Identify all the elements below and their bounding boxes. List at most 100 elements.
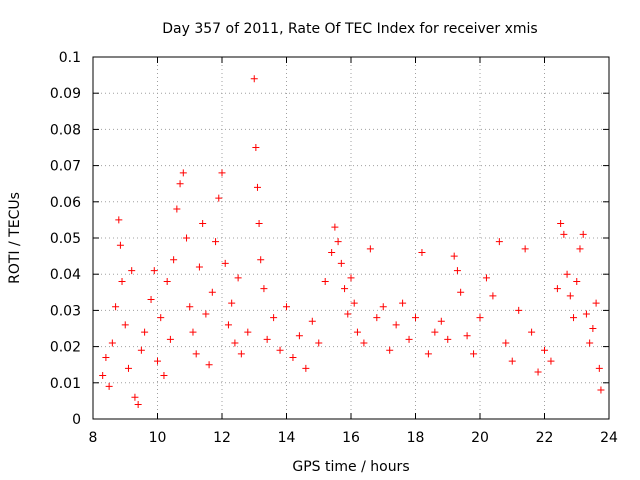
- data-point: [582, 310, 590, 318]
- data-point: [412, 314, 419, 322]
- data-point: [570, 314, 578, 322]
- data-point: [576, 245, 584, 253]
- data-point: [463, 332, 471, 340]
- data-point: [418, 248, 426, 256]
- data-point: [115, 216, 123, 224]
- data-point: [212, 238, 220, 246]
- y-tick-label: 0.09: [50, 86, 81, 102]
- data-point: [105, 382, 113, 390]
- data-point: [595, 364, 603, 372]
- y-tick-label: 0.1: [59, 50, 81, 66]
- data-point: [257, 256, 265, 264]
- data-point: [597, 386, 605, 394]
- data-point: [283, 303, 290, 311]
- data-point: [495, 238, 503, 246]
- data-point: [189, 328, 197, 336]
- x-tick-label: 18: [407, 430, 425, 446]
- y-tick-label: 0.03: [50, 303, 81, 319]
- data-point: [534, 368, 542, 376]
- data-point: [215, 194, 223, 202]
- data-point: [289, 353, 297, 361]
- data-point: [179, 169, 187, 177]
- data-point: [328, 248, 336, 256]
- data-point: [244, 328, 252, 336]
- data-point: [431, 328, 439, 336]
- data-point: [553, 285, 561, 293]
- data-point: [528, 328, 536, 336]
- chart-title: Day 357 of 2011, Rate Of TEC Index for r…: [162, 21, 537, 37]
- x-tick-label: 22: [536, 430, 554, 446]
- data-point: [547, 357, 555, 365]
- data-point: [579, 230, 587, 238]
- data-point: [347, 274, 355, 282]
- data-point: [566, 292, 574, 300]
- data-point: [270, 314, 278, 322]
- data-point: [592, 299, 600, 307]
- data-point: [124, 364, 132, 372]
- data-point: [99, 372, 107, 380]
- data-point: [405, 335, 413, 343]
- data-point: [154, 357, 161, 365]
- data-point: [228, 299, 236, 307]
- data-point: [112, 303, 120, 311]
- data-point: [353, 328, 361, 336]
- data-point: [131, 393, 139, 401]
- data-point: [437, 317, 445, 325]
- data-point: [224, 321, 232, 329]
- data-point: [573, 277, 581, 285]
- y-tick-label: 0.04: [50, 267, 81, 283]
- y-tick-label: 0.02: [50, 340, 81, 356]
- data-point: [255, 220, 263, 228]
- data-point: [315, 339, 323, 347]
- grid-lines: [93, 57, 609, 419]
- data-point: [205, 361, 213, 369]
- data-point: [521, 245, 529, 253]
- data-point: [508, 357, 516, 365]
- data-point: [128, 267, 136, 275]
- data-point: [221, 259, 229, 267]
- data-point: [237, 350, 245, 358]
- data-point: [457, 288, 465, 296]
- x-tick-label: 8: [89, 430, 98, 446]
- data-point: [424, 350, 432, 358]
- data-point: [186, 303, 194, 311]
- data-point: [560, 230, 568, 238]
- data-point: [195, 263, 203, 271]
- data-point: [360, 339, 368, 347]
- y-tick-label: 0.05: [50, 231, 81, 247]
- x-tick-label: 20: [471, 430, 489, 446]
- data-point: [470, 350, 478, 358]
- data-point: [173, 205, 181, 213]
- data-point: [586, 339, 594, 347]
- data-point: [476, 314, 484, 322]
- data-point: [308, 317, 316, 325]
- data-point: [183, 234, 191, 242]
- data-point: [231, 339, 239, 347]
- data-point: [202, 310, 210, 318]
- data-point: [302, 364, 310, 372]
- data-point: [141, 328, 149, 336]
- data-point: [502, 339, 510, 347]
- data-point: [276, 346, 284, 354]
- y-tick-label: 0.06: [50, 195, 81, 211]
- data-point: [250, 75, 258, 83]
- y-tick-label: 0.08: [50, 122, 81, 138]
- data-point: [199, 220, 207, 228]
- data-point: [489, 292, 497, 300]
- data-point: [208, 288, 216, 296]
- data-point: [157, 314, 165, 322]
- data-points: [99, 75, 605, 409]
- data-point: [166, 335, 174, 343]
- data-point: [515, 306, 523, 314]
- x-tick-label: 14: [278, 430, 296, 446]
- data-point: [295, 332, 303, 340]
- data-point: [102, 353, 110, 361]
- y-tick-label: 0.01: [50, 376, 81, 392]
- x-tick-label: 24: [600, 430, 618, 446]
- data-point: [218, 169, 226, 177]
- data-point: [337, 259, 345, 267]
- data-point: [121, 321, 129, 329]
- data-point: [331, 223, 339, 231]
- data-point: [176, 180, 184, 188]
- data-point: [444, 335, 452, 343]
